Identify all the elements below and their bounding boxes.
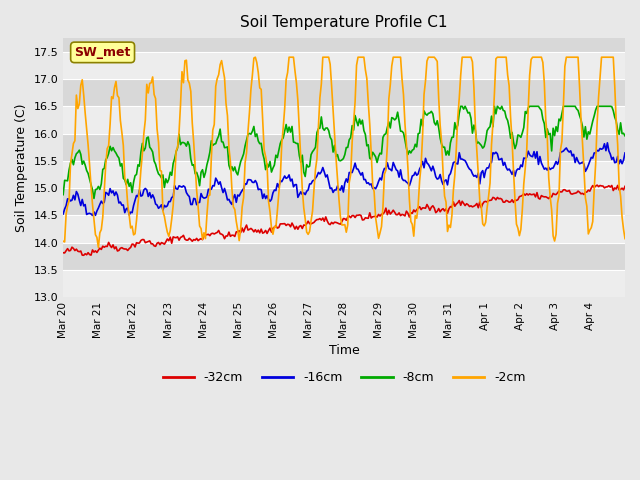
Bar: [63, 106, 625, 133]
Bar: [63, 161, 625, 188]
Legend: -32cm, -16cm, -8cm, -2cm: -32cm, -16cm, -8cm, -2cm: [157, 366, 531, 389]
X-axis label: Time: Time: [329, 344, 360, 357]
Bar: [63, 216, 625, 243]
Text: SW_met: SW_met: [74, 46, 131, 59]
Title: Soil Temperature Profile C1: Soil Temperature Profile C1: [241, 15, 448, 30]
Bar: [63, 270, 625, 297]
Bar: [63, 52, 625, 79]
Y-axis label: Soil Temperature (C): Soil Temperature (C): [15, 103, 28, 232]
